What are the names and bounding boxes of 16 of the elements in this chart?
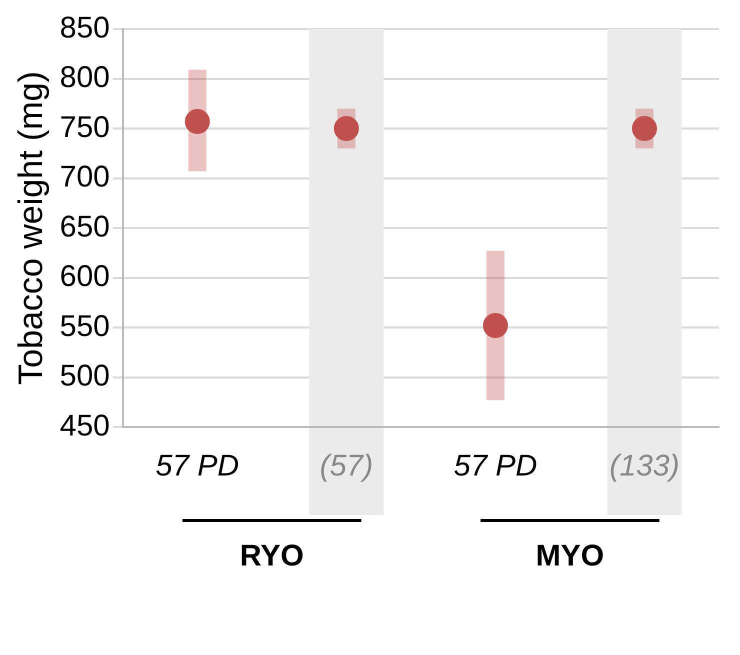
y-tick-label: 750 [60, 110, 110, 144]
x-tick-label: 57 PD [454, 449, 538, 482]
y-tick-label: 850 [60, 11, 110, 44]
y-tick-label: 650 [60, 210, 110, 244]
y-tick-label: 550 [60, 310, 110, 343]
x-tick-label: (57) [320, 449, 374, 482]
y-tick-label: 450 [60, 409, 110, 442]
y-tick-label: 700 [60, 160, 110, 194]
x-tick-label: (133) [609, 449, 680, 482]
text: RYO [240, 539, 304, 572]
y-axis-title: Tobacco weight (mg) [12, 71, 50, 385]
y-tick-label: 600 [60, 260, 110, 294]
x-tick-label: 57 PD [156, 449, 240, 482]
y-tick-label: 500 [60, 360, 110, 393]
y-tick-label: 800 [60, 61, 110, 94]
text: MYO [536, 539, 604, 572]
